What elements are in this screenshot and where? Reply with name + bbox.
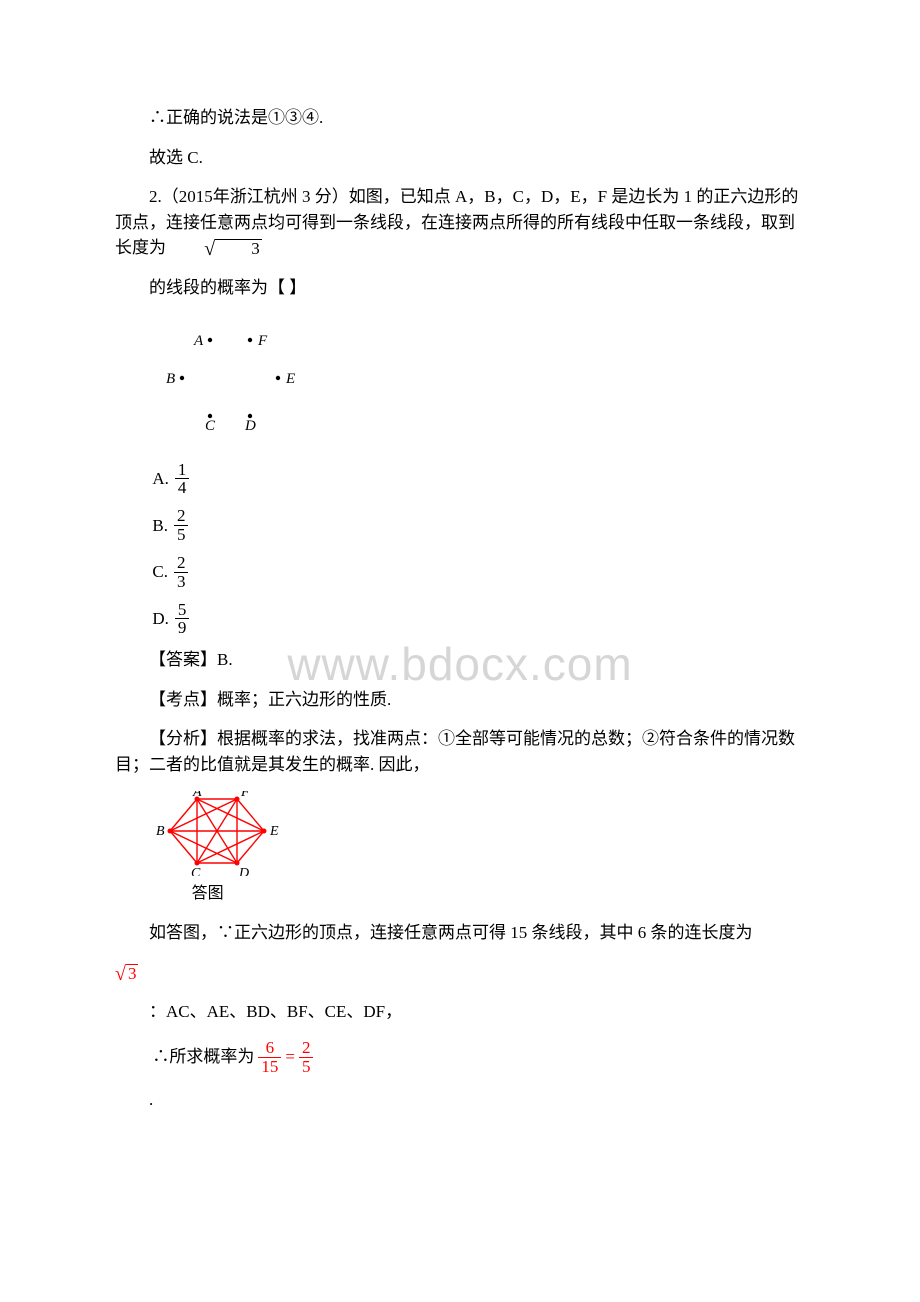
sqrt3-inline: √ 3 [170,239,261,259]
frac-num: 1 [175,461,190,480]
option-b-label: B. [152,513,168,539]
option-b: B. 2 5 [152,507,805,544]
sqrt-sign: √ [170,239,215,259]
frac-den: 3 [174,573,189,591]
paragraph-conclusion-1: ∴正确的说法是①③④. [115,105,805,131]
prob-prefix: ∴所求概率为 [152,1044,254,1070]
frac-num: 2 [174,507,189,526]
option-a: A. 1 4 [152,461,805,498]
answer-hex-caption: 答图 [150,882,265,906]
option-c: C. 2 3 [152,554,805,591]
frac-den: 4 [175,479,190,497]
svg-text:A: A [192,791,202,800]
option-d-fraction: 5 9 [175,601,190,638]
document-body: ∴正确的说法是①③④. 故选 C. 2.（2015年浙江杭州 3 分）如图，已知… [115,105,805,1113]
svg-text:D: D [238,866,249,876]
svg-text:E: E [269,824,279,839]
sqrt-radicand-red: 3 [126,964,139,984]
hexagon-dots-figure: A F B E C D [152,326,302,431]
kaodian-line: 【考点】概率；正六边形的性质. [115,687,805,713]
paragraph-choice-c: 故选 C. [115,145,805,171]
vertex-label-c: C [205,418,216,431]
vertex-label-b: B [166,371,175,387]
sqrt-radicand: 3 [215,239,262,259]
option-c-fraction: 2 3 [174,554,189,591]
svg-text:F: F [240,791,250,800]
vertex-label-e: E [285,371,295,387]
vertex-label-a: A [193,333,204,349]
sqrt3-red: √ 3 [115,964,138,984]
prob-frac-2: 2 5 [299,1039,314,1076]
sqrt3-standalone: √ 3 [115,960,805,986]
final-period: . [115,1087,805,1113]
frac-den: 15 [258,1058,281,1076]
analysis-paragraph-1: 如答图，∵正六边形的顶点，连接任意两点可得 15 条线段，其中 6 条的连长度为 [115,920,805,946]
option-d-label: D. [152,606,169,632]
frac-num: 2 [299,1039,314,1058]
fenxi-line: 【分析】根据概率的求法，找准两点：①全部等可能情况的总数；②符合条件的情况数目；… [115,726,805,777]
frac-num: 2 [174,554,189,573]
frac-num: 5 [175,601,190,620]
sqrt-sign-red: √ [115,964,126,984]
prob-frac-1: 6 15 [258,1039,281,1076]
option-a-fraction: 1 4 [175,461,190,498]
vertex-label-d: D [244,418,256,431]
equals-sign: = [285,1044,295,1070]
q2-tail: 的线段的概率为【 】 [115,275,805,301]
frac-den: 5 [299,1058,314,1076]
option-d: D. 5 9 [152,601,805,638]
answer-line: 【答案】B. [115,647,805,673]
segment-list: ：AC、AE、BD、BF、CE、DF， [115,999,805,1025]
question-2-stem: 2.（2015年浙江杭州 3 分）如图，已知点 A，B，C，D，E，F 是边长为… [115,184,805,261]
frac-num: 6 [258,1039,281,1058]
answer-hexagon-figure: A F B E C D [152,791,287,876]
frac-den: 9 [175,619,190,637]
svg-text:C: C [191,866,201,876]
option-b-fraction: 2 5 [174,507,189,544]
vertex-label-f: F [257,333,268,349]
frac-den: 5 [174,526,189,544]
analysis-text-1: 如答图，∵正六边形的顶点，连接任意两点可得 15 条线段，其中 6 条的连长度为 [149,923,753,942]
option-a-label: A. [152,466,169,492]
probability-equation: ∴所求概率为 6 15 = 2 5 [152,1039,805,1076]
option-c-label: C. [152,559,168,585]
svg-text:B: B [156,824,165,839]
